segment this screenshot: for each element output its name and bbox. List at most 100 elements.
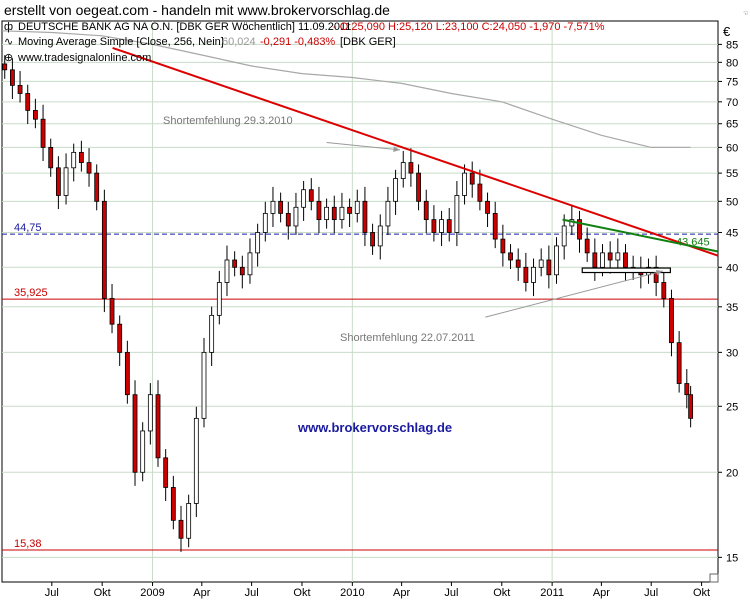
candle [86, 148, 92, 187]
candle [232, 251, 238, 277]
y-tick-label: 20 [726, 467, 738, 479]
x-tick-label: Okt [493, 587, 510, 599]
candle-body [393, 178, 398, 202]
candle-body [163, 457, 169, 488]
candle-body [446, 219, 452, 233]
candle-body [293, 206, 299, 227]
candle [500, 224, 506, 267]
candle [201, 337, 207, 428]
candle [78, 140, 84, 172]
candle [109, 284, 115, 334]
candle-body [285, 212, 291, 227]
legend: DEUTSCHE BANK AG NA O.N. [DBK GER Wöchen… [4, 21, 605, 64]
y-tick-label: 45 [726, 227, 738, 239]
legend-ma-tag: [DBK GER] [340, 36, 396, 48]
candle [439, 210, 444, 247]
candle [554, 237, 559, 284]
candle [485, 192, 490, 228]
candle-body [431, 219, 437, 233]
candle [400, 150, 406, 188]
candle-body [584, 238, 590, 254]
annotation-arrowhead [655, 270, 663, 276]
x-tick-label: Okt [293, 587, 310, 599]
chart-header: erstellt von oegeat.com - handeln mit ww… [4, 2, 390, 18]
annotation-text: Shortemfehlung 22.07.2011 [340, 332, 475, 344]
x-tick-label: 2009 [140, 587, 164, 599]
candle-body [40, 118, 46, 148]
candle-body [71, 151, 77, 169]
candle [155, 380, 161, 467]
candle [63, 153, 69, 205]
candle-body [232, 259, 238, 268]
candle [615, 238, 621, 270]
candle-body [147, 394, 153, 432]
candle-body [2, 63, 8, 71]
candle [347, 198, 352, 228]
candle [393, 169, 398, 215]
candle [546, 245, 552, 289]
support-box [581, 267, 671, 274]
legend-ma-name: Moving Average Simple [Close, 256, Nein] [18, 36, 224, 48]
y-tick-label: 65 [726, 119, 738, 131]
y-tick-label: 25 [726, 401, 738, 413]
candle [523, 252, 529, 292]
trendline-label: 43,645 [676, 237, 710, 249]
legend-ma-value: 60,024 [222, 36, 256, 48]
candle [515, 248, 521, 281]
x-tick-label: Apr [593, 587, 610, 599]
candle-body [278, 200, 284, 214]
candle-body [324, 206, 330, 221]
candle-body [155, 394, 161, 459]
y-axis: 85 80 75 70 65 60 55 50 45 40 35 30 25 20 15 [718, 39, 738, 564]
y-tick-label: 40 [726, 262, 738, 274]
candle [538, 248, 544, 277]
candle [170, 475, 176, 530]
candle [661, 268, 667, 308]
trendline [112, 46, 719, 257]
candle [301, 180, 307, 221]
corner-mark-icon: ☜ [743, 11, 748, 17]
level-label: 15,38 [14, 538, 42, 550]
candle-body [63, 167, 69, 196]
candle [446, 208, 452, 242]
candle [224, 245, 230, 297]
candle-body [615, 252, 621, 261]
candle [531, 258, 536, 297]
candle [285, 201, 291, 240]
candle-body [308, 189, 314, 202]
candle-body [538, 259, 544, 268]
annotations: Shortemfehlung 29.3.2010 Shortemfehlung 2… [163, 115, 663, 344]
candle [423, 189, 429, 234]
candle [477, 169, 483, 211]
candle-body [124, 351, 130, 396]
resize-grip[interactable] [709, 573, 719, 583]
x-tick-label: Apr [393, 587, 410, 599]
candle [469, 161, 475, 198]
y-tick-label: 80 [726, 57, 738, 69]
candle-body [385, 200, 391, 227]
candle-body [193, 417, 199, 504]
candle [209, 306, 215, 366]
candle [623, 244, 628, 281]
annotation-arrow [326, 142, 401, 151]
candle-body [607, 252, 613, 261]
candle-body [354, 200, 360, 214]
x-tick-label: Okt [94, 587, 111, 599]
candle-body [186, 503, 192, 539]
candle-body [688, 394, 694, 419]
candle-body [454, 195, 460, 233]
candle-body [684, 383, 690, 396]
y-tick-label: 15 [726, 552, 738, 564]
plot-area [1, 20, 719, 583]
line-icon: ∿ [4, 36, 13, 48]
candle [147, 383, 153, 445]
candle [592, 238, 598, 281]
y-tick-label: 85 [726, 39, 738, 51]
candle-body [101, 200, 107, 299]
candle [324, 198, 330, 229]
candle-body [55, 167, 61, 196]
candle [561, 214, 567, 260]
candle-body [331, 206, 337, 221]
candle-body [661, 282, 667, 299]
